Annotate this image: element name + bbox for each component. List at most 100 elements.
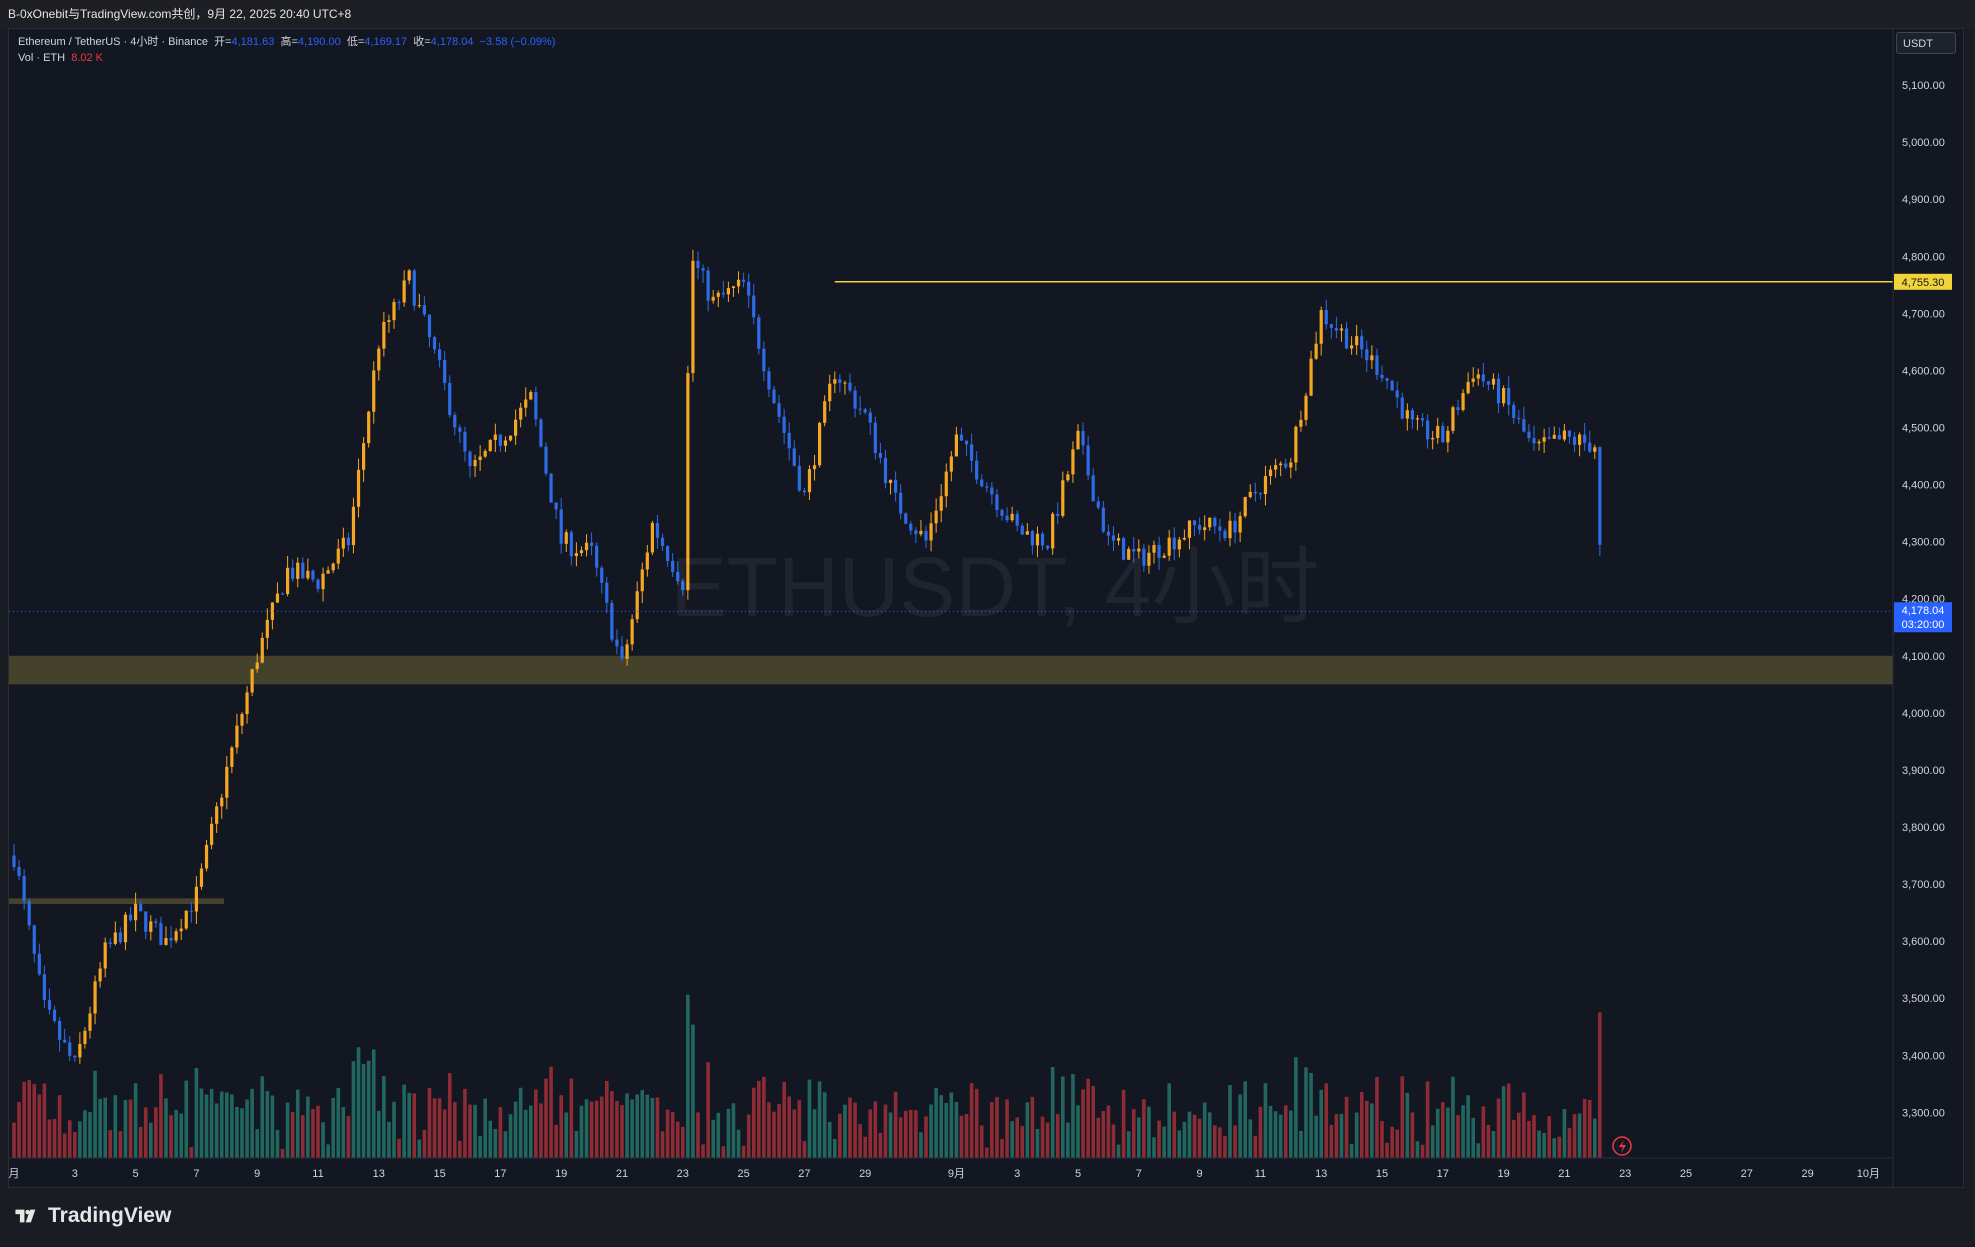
time-tick-label: 9 bbox=[254, 1168, 260, 1180]
volume-bar bbox=[1233, 1125, 1237, 1158]
volume-bar bbox=[1273, 1111, 1278, 1158]
support-zone bbox=[9, 655, 1893, 685]
legend-change: −3.58 (−0.09%) bbox=[479, 36, 556, 48]
volume-bar bbox=[154, 1107, 158, 1158]
tradingview-logo[interactable]: TradingView bbox=[12, 1204, 171, 1228]
volume-bar bbox=[893, 1091, 898, 1158]
volume-bar bbox=[52, 1118, 57, 1158]
candle-body bbox=[88, 1013, 92, 1031]
candle-body bbox=[402, 280, 406, 303]
candle-body bbox=[1025, 531, 1029, 535]
candle-body bbox=[1223, 530, 1227, 539]
volume-bar bbox=[767, 1102, 771, 1158]
volume-bar bbox=[67, 1120, 72, 1158]
candle-body bbox=[367, 411, 371, 444]
price-tick-label: 5,000.00 bbox=[1902, 137, 1945, 149]
candle-body bbox=[959, 434, 964, 441]
time-tick-label: 3 bbox=[72, 1168, 78, 1180]
volume-bar bbox=[625, 1093, 629, 1158]
volume-bar bbox=[37, 1094, 42, 1158]
volume-bar bbox=[1365, 1100, 1369, 1158]
volume-bar bbox=[265, 1090, 270, 1158]
candle-body bbox=[280, 593, 285, 595]
candle-body bbox=[1426, 420, 1430, 440]
volume-bar bbox=[711, 1119, 715, 1158]
lightning-icon[interactable] bbox=[1612, 1136, 1632, 1156]
volume-bar bbox=[1370, 1103, 1374, 1158]
candle-body bbox=[1086, 445, 1090, 476]
candle-body bbox=[1314, 343, 1318, 359]
candle-body bbox=[32, 925, 36, 954]
candle-body bbox=[1517, 417, 1521, 420]
volume-bar bbox=[1228, 1085, 1232, 1158]
candle-body bbox=[1061, 480, 1065, 516]
candle-body bbox=[128, 914, 133, 921]
volume-bar bbox=[838, 1113, 842, 1158]
volume-bar bbox=[199, 1088, 204, 1158]
candle-body bbox=[73, 1055, 77, 1058]
chart-frame bbox=[8, 28, 1964, 1188]
candle-body bbox=[863, 409, 867, 413]
time-tick-label: 7 bbox=[193, 1168, 199, 1180]
candle-body bbox=[17, 866, 21, 876]
candle-body bbox=[782, 416, 786, 433]
time-tick-label: 17 bbox=[494, 1168, 506, 1180]
candle-body bbox=[1172, 537, 1176, 550]
candle-body bbox=[1192, 520, 1197, 526]
volume-bar bbox=[1496, 1098, 1501, 1158]
volume-bar bbox=[827, 1121, 832, 1158]
volume-bar bbox=[473, 1104, 477, 1158]
volume-bar bbox=[108, 1130, 113, 1158]
candle-body bbox=[1532, 438, 1536, 444]
volume-bar bbox=[650, 1098, 655, 1158]
volume-bar bbox=[640, 1090, 645, 1158]
candle-body bbox=[939, 496, 943, 511]
volume-bar bbox=[615, 1100, 619, 1158]
candle-body bbox=[1567, 430, 1572, 437]
candle-body bbox=[1339, 328, 1344, 331]
candle-body bbox=[676, 571, 680, 582]
candle-body bbox=[1203, 527, 1207, 531]
price-tick-label: 3,600.00 bbox=[1902, 936, 1945, 948]
volume-bar bbox=[255, 1129, 259, 1158]
volume-bar bbox=[1035, 1128, 1040, 1158]
currency-button[interactable]: USDT bbox=[1896, 32, 1956, 54]
volume-bar bbox=[62, 1133, 67, 1158]
volume-bar bbox=[1172, 1111, 1177, 1158]
candle-body bbox=[362, 443, 366, 470]
volume-bar bbox=[777, 1104, 781, 1158]
candle-body bbox=[1598, 447, 1602, 545]
time-tick-label: 5 bbox=[1075, 1168, 1081, 1180]
candle-body bbox=[686, 373, 690, 591]
candle-body bbox=[1284, 463, 1288, 468]
volume-bar bbox=[1055, 1114, 1060, 1158]
volume-bar bbox=[138, 1126, 143, 1158]
candle-body bbox=[843, 382, 847, 384]
volume-bar bbox=[959, 1115, 964, 1158]
candle-body bbox=[980, 479, 984, 487]
legend-close-label: 收= bbox=[413, 36, 431, 48]
volume-bar bbox=[1025, 1102, 1030, 1158]
volume-bar bbox=[1030, 1096, 1035, 1158]
volume-bar bbox=[285, 1102, 290, 1158]
candle-body bbox=[1512, 404, 1516, 418]
candle-body bbox=[134, 903, 138, 921]
volume-bar bbox=[387, 1121, 391, 1158]
candle-body bbox=[372, 370, 376, 412]
time-tick-label: 21 bbox=[1558, 1168, 1570, 1180]
volume-bar bbox=[751, 1087, 756, 1158]
candle-body bbox=[1030, 531, 1034, 546]
candle-body bbox=[1410, 410, 1414, 420]
volume-bar bbox=[17, 1101, 21, 1158]
volume-bar bbox=[802, 1141, 807, 1158]
volume-bar bbox=[853, 1102, 857, 1158]
volume-bar bbox=[888, 1112, 893, 1158]
candle-body bbox=[478, 456, 482, 461]
volume-bar bbox=[1435, 1108, 1440, 1158]
volume-bar bbox=[498, 1107, 503, 1158]
volume-bar bbox=[949, 1092, 954, 1158]
candle-body bbox=[1562, 430, 1566, 440]
candle-body bbox=[721, 292, 725, 295]
candle-body bbox=[696, 260, 700, 269]
